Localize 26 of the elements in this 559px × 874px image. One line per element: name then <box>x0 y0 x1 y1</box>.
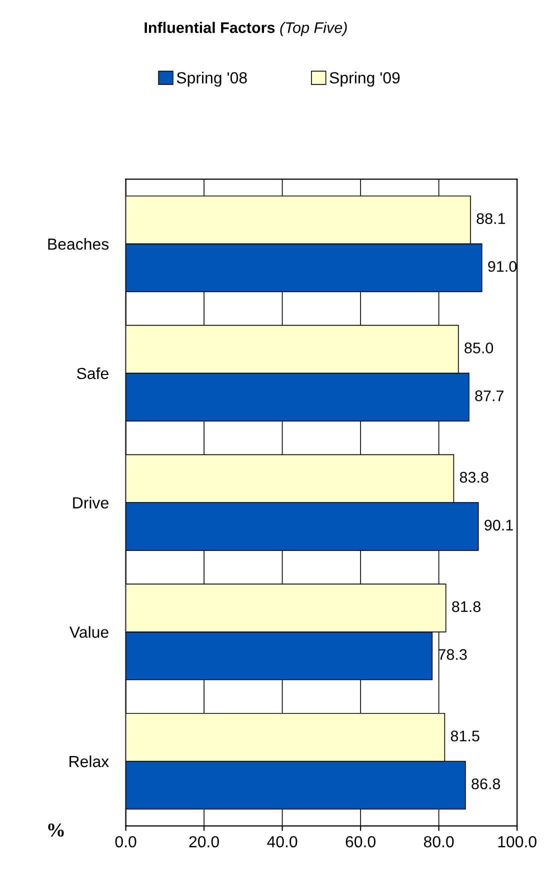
data-label: 83.8 <box>460 472 488 483</box>
x-tick-label: 100.0 <box>498 836 536 848</box>
y-tick-label: Relax <box>70 755 109 768</box>
data-label: 85.0 <box>464 342 494 354</box>
chart-title: Influential Factors <box>144 22 275 34</box>
x-tick-label: 60.0 <box>346 836 376 848</box>
data-label: 81.8 <box>452 601 480 612</box>
data-label: 86.8 <box>472 778 500 790</box>
x-tick-label: 80.0 <box>424 836 454 848</box>
y-tick-label: Beaches <box>48 238 109 250</box>
y-tick-label: Drive <box>73 496 108 508</box>
x-tick-label: 20.0 <box>189 836 219 848</box>
data-label: 78.3 <box>438 649 467 660</box>
x-tick-label: 40.0 <box>267 836 298 848</box>
legend-label: Spring '09 <box>330 72 400 87</box>
legend-label: Spring '08 <box>176 72 247 87</box>
x-tick-label: 0.0 <box>115 836 136 848</box>
data-label: 90.1 <box>484 520 513 531</box>
data-label: 88.1 <box>476 213 506 224</box>
y-tick-label: Safe <box>76 367 108 380</box>
x-axis-title: % <box>48 823 64 837</box>
data-label: 87.7 <box>475 390 504 402</box>
y-tick-label: Value <box>70 626 108 638</box>
data-label: 81.5 <box>450 730 480 742</box>
chart-subtitle: (Top Five) <box>280 22 347 36</box>
data-label: 91.0 <box>488 261 517 272</box>
